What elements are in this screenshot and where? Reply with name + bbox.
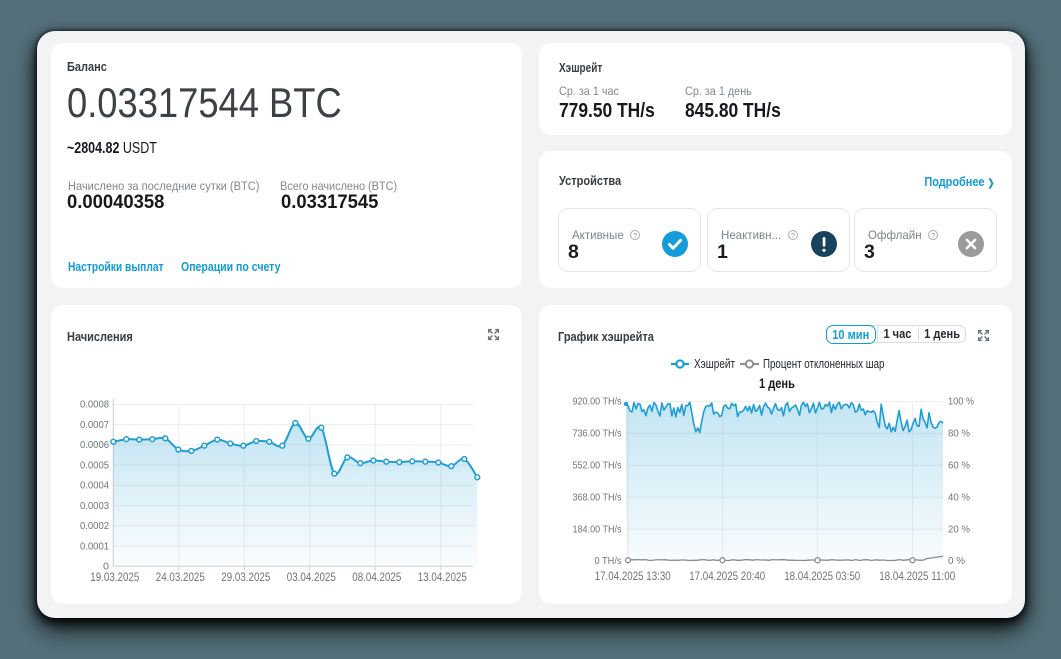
- svg-text:17.04.2025 13:30: 17.04.2025 13:30: [595, 569, 671, 583]
- svg-text:0.0004: 0.0004: [80, 480, 109, 492]
- svg-text:368.00 TH/s: 368.00 TH/s: [573, 491, 622, 503]
- svg-text:03.04.2025: 03.04.2025: [287, 570, 336, 584]
- svg-text:20 %: 20 %: [948, 523, 970, 535]
- svg-text:0.0003: 0.0003: [80, 500, 109, 512]
- svg-text:24.03.2025: 24.03.2025: [156, 570, 205, 584]
- svg-text:0.0006: 0.0006: [80, 439, 109, 451]
- svg-text:80 %: 80 %: [948, 428, 970, 440]
- svg-text:08.04.2025: 08.04.2025: [352, 570, 401, 584]
- svg-text:0.0001: 0.0001: [80, 540, 109, 552]
- svg-text:0: 0: [103, 561, 109, 573]
- svg-text:29.03.2025: 29.03.2025: [221, 570, 270, 584]
- svg-text:13.04.2025: 13.04.2025: [418, 570, 467, 584]
- svg-text:184.00 TH/s: 184.00 TH/s: [573, 523, 622, 535]
- svg-text:19.03.2025: 19.03.2025: [90, 570, 139, 584]
- svg-text:18.04.2025 03:50: 18.04.2025 03:50: [784, 569, 860, 583]
- svg-text:0 %: 0 %: [948, 555, 965, 567]
- svg-text:60 %: 60 %: [948, 460, 970, 472]
- svg-text:552.00 TH/s: 552.00 TH/s: [573, 460, 622, 472]
- svg-text:736.00 TH/s: 736.00 TH/s: [573, 428, 622, 440]
- svg-text:17.04.2025 20:40: 17.04.2025 20:40: [689, 569, 765, 583]
- svg-text:0.0005: 0.0005: [80, 459, 109, 471]
- svg-text:0 TH/s: 0 TH/s: [595, 555, 622, 567]
- svg-text:0.0002: 0.0002: [80, 520, 109, 532]
- svg-text:0.0007: 0.0007: [80, 419, 109, 431]
- svg-text:100 %: 100 %: [948, 396, 974, 408]
- svg-text:18.04.2025 11:00: 18.04.2025 11:00: [879, 569, 955, 583]
- svg-text:0.0008: 0.0008: [80, 399, 109, 411]
- svg-text:920.00 TH/s: 920.00 TH/s: [573, 396, 622, 408]
- svg-text:40 %: 40 %: [948, 491, 970, 503]
